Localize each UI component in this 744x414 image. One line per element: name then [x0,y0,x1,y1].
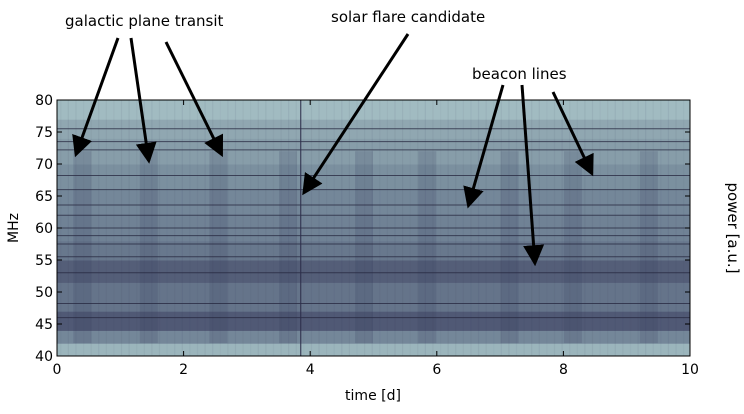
x-tick-label: 4 [306,362,315,378]
x-axis-label: time [d] [345,388,401,404]
galactic-transit-stripe [139,151,158,344]
galactic-transit-stripe [209,151,228,344]
x-axis: 0 2 4 6 8 10 [53,100,699,378]
y-tick-label: 45 [35,317,53,333]
annotation-arrow [164,41,224,158]
galactic-transit-stripe [639,151,658,344]
annotation-arrow [463,84,505,209]
y-tick-label: 60 [35,221,53,237]
y-tick-label: 55 [35,253,53,269]
annotation-label: galactic plane transit [65,12,223,30]
colorbar-label: power [a.u.] [724,182,742,273]
x-tick-label: 6 [432,362,441,378]
y-tick-label: 80 [35,93,53,109]
heatmap-band [57,100,690,120]
x-tick-label: 0 [53,362,62,378]
x-tick-label: 8 [559,362,568,378]
y-tick-label: 75 [35,125,53,141]
annotation-arrow [520,84,545,267]
x-tick-label: 10 [681,362,699,378]
annotation-label: solar flare candidate [331,8,485,26]
y-axis: 40 45 50 55 60 65 70 75 80 [35,93,690,365]
y-tick-label: 40 [35,349,53,365]
heatmap-band [57,330,690,344]
x-tick-label: 2 [179,362,188,378]
heatmap-band [57,189,690,216]
galactic-transit-stripe [418,151,437,344]
heatmap-band [57,343,690,356]
galactic-transit-stripe [73,151,92,344]
annotation-arrow [72,37,120,158]
annotations: galactic plane transit solar flare candid… [65,8,594,267]
y-axis-label: MHz [6,213,22,243]
annotation-arrow [302,33,410,196]
annotation-label: beacon lines [472,65,567,83]
annotation-arrow [551,91,594,177]
heatmap-band [57,311,690,331]
galactic-transit-stripe [563,151,582,344]
annotation-arrow [129,37,157,164]
y-tick-label: 70 [35,157,53,173]
heatmap-band [57,282,690,312]
galactic-transit-stripe [355,151,374,344]
y-tick-label: 50 [35,285,53,301]
y-tick-label: 65 [35,189,53,205]
galactic-transit-stripe [500,151,519,344]
galactic-transit-stripe [279,151,298,344]
heatmap-plot-area [57,100,690,356]
